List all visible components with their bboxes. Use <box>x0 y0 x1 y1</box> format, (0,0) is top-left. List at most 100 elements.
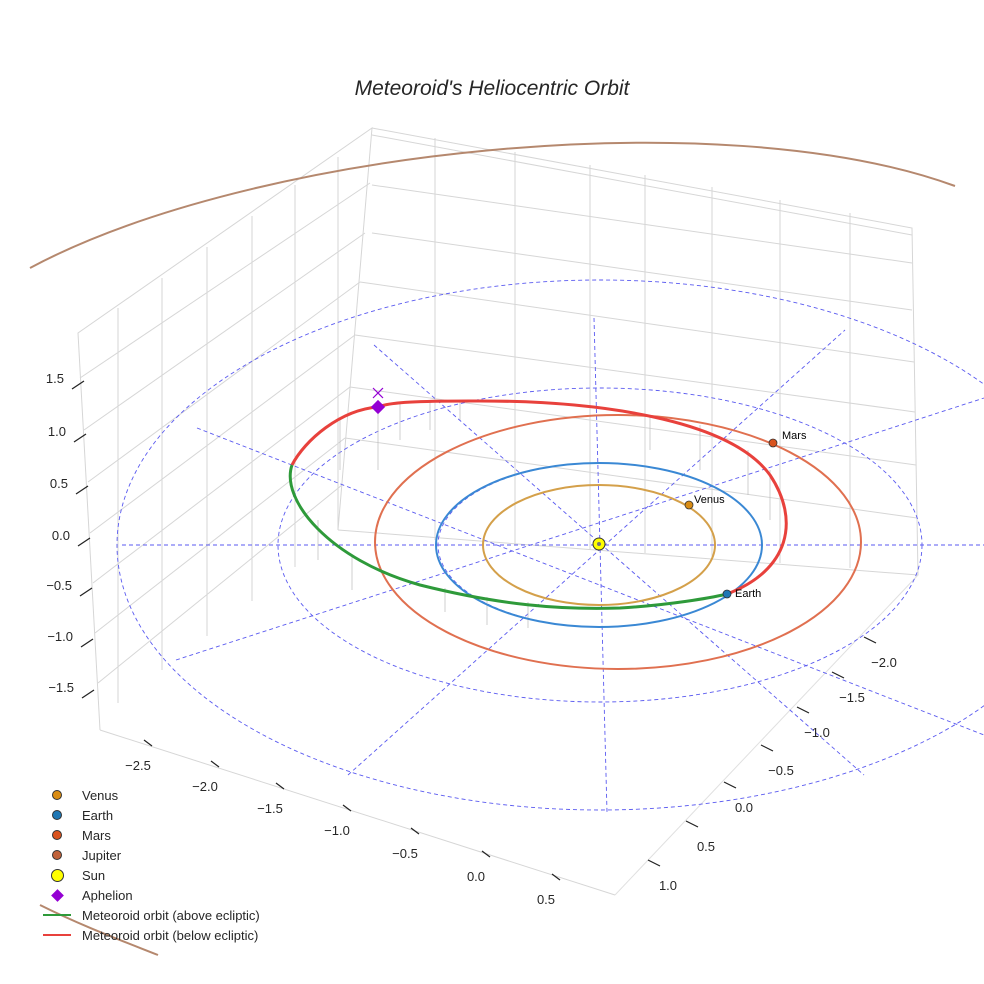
legend-symbol <box>38 888 76 902</box>
earth-orbit <box>435 462 763 628</box>
x-tick-mark <box>210 760 220 768</box>
y-tick-mark <box>796 706 810 714</box>
grid-hl-2 <box>83 232 366 431</box>
legend-item: Mars <box>38 825 260 845</box>
x-tick-mark <box>481 850 491 858</box>
x-tick-label: −2.5 <box>125 758 151 773</box>
drop-lines <box>317 401 771 628</box>
legend-item: Aphelion <box>38 885 260 905</box>
grid-h-1 <box>371 134 913 236</box>
z-tick-mark <box>77 537 91 547</box>
ref-circle-3 <box>116 279 984 811</box>
grid-h-2 <box>371 184 913 264</box>
y-tick-mark <box>647 859 661 867</box>
z-tick-label: −1.5 <box>48 680 74 695</box>
z-tick-mark <box>73 433 87 443</box>
z-tick-mark <box>75 485 89 495</box>
legend-symbol <box>38 868 76 882</box>
grid-h-7 <box>344 437 918 519</box>
x-axis-ticks: −2.5 −2.0 −1.5 −1.0 −0.5 0.0 0.5 <box>125 739 561 907</box>
legend-label: Earth <box>82 807 114 823</box>
x-tick-mark <box>143 739 153 747</box>
jupiter-orbit <box>29 141 956 269</box>
x-tick-mark <box>551 873 561 881</box>
ref-diag-1 <box>373 344 865 776</box>
grid-hl-1 <box>79 182 371 379</box>
aphelion-x-marker <box>372 387 384 399</box>
x-tick-label: 0.5 <box>537 892 555 907</box>
y-tick-mark <box>685 820 699 828</box>
legend-label: Meteoroid orbit (above ecliptic) <box>82 907 260 923</box>
z-tick-label: 1.5 <box>46 371 64 386</box>
x-tick-mark <box>275 782 285 790</box>
venus-label: Venus <box>694 494 725 506</box>
sun-core <box>597 542 601 546</box>
legend-symbol <box>38 914 76 916</box>
ref-diag-3 <box>175 397 984 661</box>
earth-marker <box>722 589 732 599</box>
back-wall-right <box>337 127 919 576</box>
line-icon <box>43 934 71 936</box>
y-tick-label: −1.5 <box>839 690 865 705</box>
jupiter-orbit-lower <box>39 904 159 956</box>
legend-symbol <box>38 810 76 820</box>
y-tick-label: 0.5 <box>697 839 715 854</box>
legend-label: Sun <box>82 867 106 883</box>
y-tick-label: −1.0 <box>804 725 830 740</box>
x-tick-mark <box>342 804 352 812</box>
legend-symbol <box>38 790 76 800</box>
grid-h-4 <box>359 281 915 363</box>
reference-circles <box>116 279 984 813</box>
x-tick-label: −2.0 <box>192 779 218 794</box>
chart-title: Meteoroid's Heliocentric Orbit <box>355 77 631 100</box>
grid-h-3 <box>371 232 913 311</box>
z-tick-label: −1.0 <box>47 629 73 644</box>
legend-label: Aphelion <box>82 887 133 903</box>
mars-label: Mars <box>782 430 807 442</box>
legend-item: Venus <box>38 785 260 805</box>
diamond-icon <box>50 888 64 902</box>
y-tick-label: −0.5 <box>768 763 794 778</box>
dot-icon <box>52 850 62 860</box>
legend-item: Meteoroid orbit (above ecliptic) <box>38 905 260 925</box>
dot-icon <box>52 830 62 840</box>
x-tick-label: −0.5 <box>392 846 418 861</box>
legend-symbol <box>38 934 76 936</box>
z-axis-ticks: 1.5 1.0 0.5 0.0 −0.5 −1.0 −1.5 <box>46 371 95 699</box>
grid-hl-3 <box>87 281 361 483</box>
legend-item: Meteoroid orbit (below ecliptic) <box>38 925 260 945</box>
legend-item: Earth <box>38 805 260 825</box>
grid-h-5 <box>354 334 916 413</box>
meteoroid-orbit-above <box>288 464 728 610</box>
legend-symbol <box>38 850 76 860</box>
ref-diag-4 <box>347 329 846 776</box>
y-tick-mark <box>760 744 774 752</box>
z-tick-mark <box>71 380 85 390</box>
y-tick-label: 1.0 <box>659 878 677 893</box>
z-tick-label: −0.5 <box>46 578 72 593</box>
z-tick-label: 0.0 <box>52 528 70 543</box>
x-tick-label: 0.0 <box>467 869 485 884</box>
legend-symbol <box>38 830 76 840</box>
dot-icon <box>52 810 62 820</box>
y-tick-label: 0.0 <box>735 800 753 815</box>
x-tick-label: −1.0 <box>324 823 350 838</box>
back-wall-left <box>77 126 373 731</box>
z-tick-label: 1.0 <box>48 424 66 439</box>
legend-item: Sun <box>38 865 260 885</box>
legend-item: Jupiter <box>38 845 260 865</box>
grid-hl-6 <box>94 437 346 634</box>
sun-icon <box>50 868 64 882</box>
legend-label: Jupiter <box>82 847 122 863</box>
dot-icon <box>52 790 62 800</box>
legend-label: Mars <box>82 827 111 843</box>
aphelion-marker <box>370 399 386 415</box>
earth-label: Earth <box>735 588 761 600</box>
y-tick-mark <box>863 636 877 644</box>
y-axis-ticks: −2.0 −1.5 −1.0 −0.5 0.0 0.5 1.0 <box>647 636 897 893</box>
y-tick-label: −2.0 <box>871 655 897 670</box>
x-tick-mark <box>410 827 420 835</box>
floor-front <box>614 574 919 896</box>
venus-marker <box>684 500 694 510</box>
